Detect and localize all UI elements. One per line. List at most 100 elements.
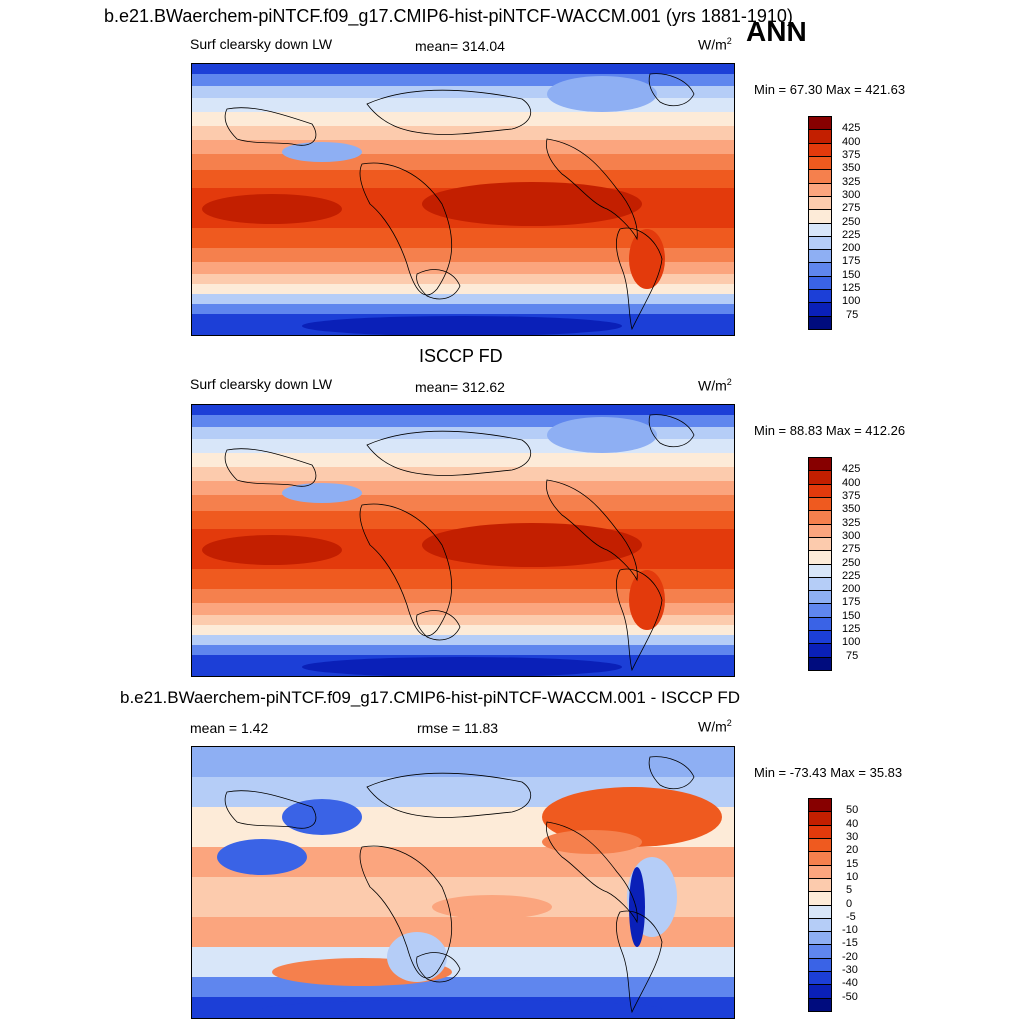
panel2-variable: Surf clearsky down LW — [190, 376, 333, 392]
colorbar-box — [808, 630, 832, 645]
latitude-band — [192, 481, 734, 495]
colorbar-tick-label: 75 — [846, 308, 859, 321]
colorbar-box — [808, 944, 832, 959]
latitude-band — [192, 294, 734, 304]
colorbar-box — [808, 851, 832, 866]
colorbar-tick-label: 325 — [842, 175, 861, 188]
latitude-band — [192, 228, 734, 248]
latitude-band — [192, 495, 734, 511]
latitude-band — [192, 453, 734, 467]
panel3-map — [191, 746, 735, 1019]
colorbar-box — [808, 931, 832, 946]
colorbar-box — [808, 984, 832, 999]
colorbar-box — [808, 811, 832, 826]
coastline — [359, 503, 453, 637]
coastline — [416, 269, 461, 300]
colorbar-tick-label: 30 — [846, 830, 859, 843]
latitude-band — [192, 635, 734, 645]
colorbar-box — [808, 656, 832, 671]
colorbar-box — [808, 235, 832, 251]
coastline — [366, 89, 532, 135]
map-svg — [192, 64, 734, 335]
coastline — [616, 227, 663, 331]
colorbar-box — [808, 997, 832, 1012]
colorbar-tick-label: 400 — [842, 135, 861, 148]
colorbar-box — [808, 155, 832, 171]
colorbar-tick-label: 100 — [842, 636, 861, 649]
coastline — [224, 790, 317, 829]
colorbar-tick-label: 100 — [842, 295, 861, 308]
colorbar-box — [808, 917, 832, 933]
latitude-band — [192, 645, 734, 655]
figure-title: b.e21.BWaerchem-piNTCF.f09_g17.CMIP6-his… — [104, 6, 793, 26]
latitude-band — [192, 977, 734, 997]
latitude-band — [192, 154, 734, 170]
panel3-rmse: rmse = 11.83 — [417, 720, 499, 736]
latitude-band — [192, 74, 734, 86]
panel3-units: W/m2 — [698, 718, 732, 735]
field-blob — [542, 830, 642, 854]
colorbar-tick-label: 400 — [842, 476, 861, 489]
panel3-colorbar: 50 40 30 20 15 10 5 0 -5 -10 -15 -20 -30 -40 -50 — [808, 798, 878, 1012]
coastline — [545, 138, 638, 241]
colorbar-tick-label: 225 — [842, 569, 861, 582]
latitude-band — [192, 140, 734, 154]
field-blob — [432, 895, 552, 919]
colorbar-tick-label: -40 — [842, 977, 858, 990]
colorbar-tick-label: 375 — [842, 489, 861, 502]
latitude-band — [192, 304, 734, 314]
map-svg — [192, 747, 734, 1018]
colorbar-box — [808, 262, 832, 277]
colorbar-tick-label: -50 — [842, 990, 858, 1003]
colorbar-tick-label: 325 — [842, 516, 861, 529]
panel1-mean: mean= 314.04 — [415, 38, 505, 54]
field-blob — [282, 799, 362, 835]
colorbar-tick-label: 375 — [842, 148, 861, 161]
colorbar-tick-label: 20 — [846, 844, 859, 857]
season-label: ANN — [746, 16, 807, 47]
colorbar-tick-label: 300 — [842, 188, 861, 201]
colorbar-tick-label: -30 — [842, 964, 858, 977]
colorbar-box — [808, 824, 832, 839]
colorbar-box — [808, 496, 832, 512]
latitude-band — [192, 170, 734, 188]
coastline — [224, 448, 317, 487]
coastline — [648, 414, 695, 448]
panel3-minmax: Min = -73.43 Max = 35.83 — [754, 765, 903, 780]
colorbar-tick-label: 125 — [842, 282, 861, 295]
panel2-subtitle: ISCCP FD — [419, 346, 503, 366]
colorbar-box — [808, 129, 832, 144]
panel2-mean: mean= 312.62 — [415, 379, 505, 395]
colorbar-tick-label: -20 — [842, 950, 858, 963]
panel2-units: W/m2 — [698, 377, 732, 394]
field-blob — [629, 570, 665, 630]
field-blob — [422, 182, 642, 226]
latitude-band — [192, 64, 734, 74]
colorbar-tick-label: 350 — [842, 162, 861, 175]
field-blob — [262, 1000, 662, 1018]
colorbar-box — [808, 957, 832, 973]
latitude-band — [192, 284, 734, 294]
latitude-band — [192, 405, 734, 415]
latitude-band — [192, 274, 734, 284]
latitude-band — [192, 747, 734, 777]
colorbar-tick-label: -5 — [846, 910, 856, 923]
colorbar-tick-label: 175 — [842, 255, 861, 268]
colorbar-box — [808, 536, 832, 552]
colorbar-box — [808, 563, 832, 578]
panel3-subtitle: b.e21.BWaerchem-piNTCF.f09_g17.CMIP6-his… — [120, 688, 741, 707]
colorbar-tick-label: 10 — [846, 870, 859, 883]
colorbar-tick-label: 125 — [842, 623, 861, 636]
coastline — [648, 73, 695, 107]
colorbar-box — [808, 643, 832, 658]
colorbar-tick-label: 250 — [842, 215, 861, 228]
field-blob — [302, 316, 622, 335]
colorbar-box — [808, 116, 832, 131]
colorbar-box — [808, 249, 832, 264]
field-blob — [629, 867, 645, 947]
coastline — [359, 162, 453, 296]
coastline — [648, 756, 695, 790]
colorbar-tick-label: 0 — [846, 897, 853, 910]
field-blob — [282, 142, 362, 162]
coastline — [416, 610, 461, 641]
